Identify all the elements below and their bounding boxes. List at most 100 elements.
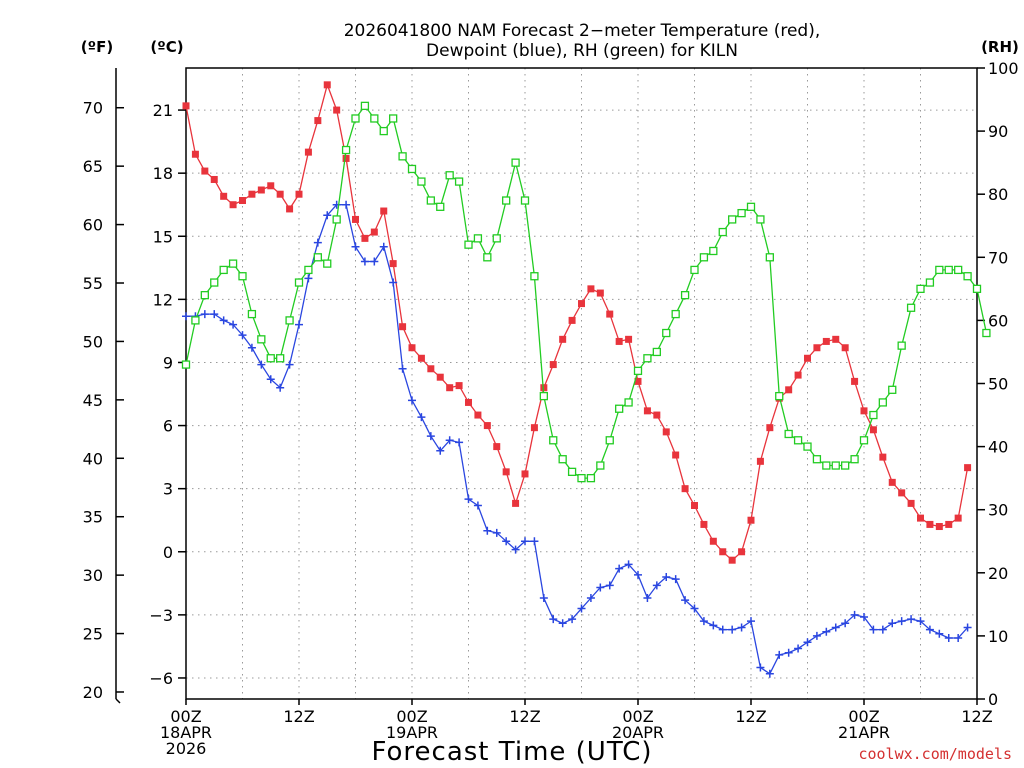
temperature-point [304, 148, 312, 156]
temperature-point [869, 426, 877, 434]
rh-point [511, 158, 520, 167]
celsius-tick-label: 3 [163, 480, 173, 499]
temperature-point [502, 468, 510, 476]
dewpoint-point [888, 619, 897, 628]
temperature-point [917, 514, 924, 522]
rh-point [426, 196, 435, 205]
rh-point [577, 473, 586, 483]
dewpoint-point [756, 663, 765, 672]
temperature-point [361, 234, 369, 242]
rh-point [492, 234, 501, 243]
dewpoint-point [605, 581, 614, 590]
rh-point [586, 473, 596, 483]
fahrenheit-tick-label: 25 [83, 625, 103, 644]
rh-point [850, 455, 859, 464]
temperature-point [333, 106, 341, 114]
rh-point [963, 272, 972, 281]
fahrenheit-tick-label: 20 [83, 683, 103, 702]
series-temperature [182, 81, 972, 564]
rh-point [878, 398, 887, 407]
temperature-point [389, 260, 397, 268]
temperature-point [446, 384, 454, 392]
temperature-point [606, 310, 614, 318]
rh-point [210, 278, 219, 287]
temperature-point [248, 190, 256, 198]
rh-point [445, 171, 454, 180]
temperature-point [239, 197, 246, 205]
rh-point [671, 309, 680, 319]
fahrenheit-tick-label: 70 [83, 99, 103, 118]
rh-point [662, 328, 671, 338]
rh-point [304, 265, 313, 275]
rh-point [954, 265, 963, 275]
temperature-point [860, 407, 868, 415]
rh-point [228, 259, 238, 268]
temperature-point [220, 192, 228, 200]
fahrenheit-tick-label: 50 [83, 332, 103, 351]
dewpoint-point [304, 274, 313, 283]
dewpoint-point [624, 560, 633, 569]
temperature-point [417, 354, 425, 362]
plot-frame [185, 67, 978, 700]
temperature-point [954, 514, 962, 522]
fahrenheit-tick-label: 55 [83, 274, 103, 293]
rh-tick-label: 90 [988, 122, 1008, 141]
temperature-point [587, 285, 595, 293]
temperature-point [935, 523, 943, 531]
rh-point [379, 126, 388, 136]
dewpoint-point [182, 312, 190, 321]
temperature-point [615, 337, 623, 345]
rh-point [294, 278, 304, 287]
x-tick-label: 00Z [170, 707, 201, 726]
rh-point [709, 246, 718, 256]
rh-point [502, 196, 511, 205]
rh-point [436, 202, 445, 211]
rh-point [793, 436, 803, 445]
temperature-point [229, 201, 237, 209]
dewpoint-point [445, 436, 454, 445]
temperature-point [738, 548, 746, 556]
fahrenheit-tick-label: 60 [83, 216, 103, 235]
dewpoint-point [822, 627, 831, 636]
temperature-point [907, 499, 915, 507]
rh-point [520, 196, 530, 205]
rh-tick-label: 30 [988, 501, 1008, 520]
dewpoint-point [869, 625, 878, 634]
dewpoint-point [690, 604, 699, 613]
dewpoint-point [577, 604, 586, 613]
dewpoint-point [351, 242, 360, 251]
dewpoint-point [634, 570, 642, 579]
temperature-point [210, 175, 218, 183]
dewpoint-point [200, 310, 209, 319]
rh-point [812, 455, 822, 464]
temperature-point [747, 516, 755, 524]
temperature-point [352, 215, 359, 223]
dewpoint-point [831, 623, 840, 632]
dewpoint-point [925, 625, 934, 634]
temperature-point [766, 424, 774, 432]
tick-labels: 7065605550454035302520211815129630−3−610… [83, 59, 1019, 758]
rh-point [417, 177, 426, 186]
fahrenheit-tick-label: 35 [83, 508, 103, 527]
dewpoint-point [473, 501, 482, 510]
dewpoint-point [436, 446, 445, 455]
data-series [181, 81, 991, 678]
rh-point [737, 208, 746, 218]
x-tick-label: 20APR [612, 723, 664, 742]
dewpoint-point [313, 238, 322, 247]
rh-point [398, 152, 407, 161]
rh-tick-label: 50 [988, 375, 1008, 394]
temperature-point [399, 323, 407, 331]
dewpoint-point [266, 375, 275, 384]
dewpoint-point [360, 257, 369, 266]
rh-point [219, 265, 228, 275]
rh-point [389, 114, 398, 123]
temperature-point [201, 167, 209, 175]
dewpoint-point [568, 615, 577, 624]
rh-point [454, 177, 464, 186]
x-tick-label: 2026 [166, 739, 207, 758]
temperature-point [945, 520, 953, 528]
dewpoint-point [794, 644, 803, 653]
temperature-point [728, 556, 736, 564]
dewpoint-point [502, 537, 511, 546]
